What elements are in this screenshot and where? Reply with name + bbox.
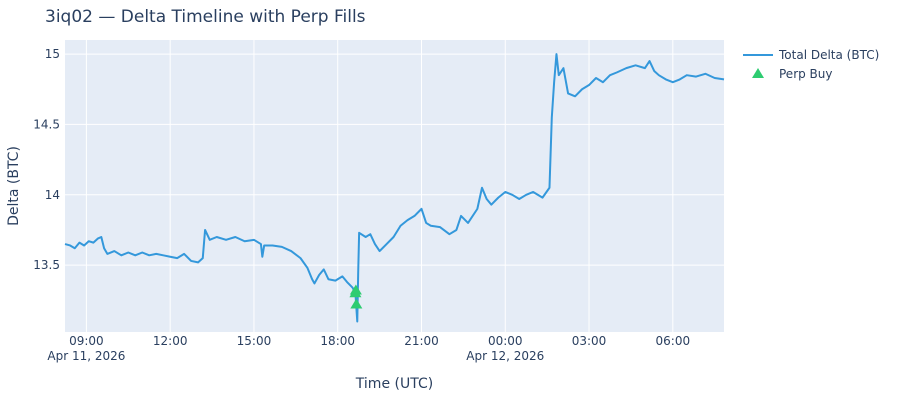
x-tick-label: 00:00 bbox=[488, 334, 523, 348]
y-tick-label: 13.5 bbox=[33, 258, 60, 272]
grid bbox=[65, 40, 724, 332]
y-tick-label: 14.5 bbox=[33, 117, 60, 131]
perp-buy-marker bbox=[349, 284, 362, 295]
plot-area bbox=[65, 40, 724, 332]
x-tick-sublabel: Apr 12, 2026 bbox=[466, 349, 544, 363]
x-axis-label: Time (UTC) bbox=[355, 376, 433, 392]
legend-item-perp-buy[interactable]: Perp Buy bbox=[752, 67, 833, 81]
y-axis-label: Delta (BTC) bbox=[6, 146, 22, 226]
total-delta-series bbox=[64, 53, 725, 323]
y-tick-label: 14 bbox=[45, 188, 60, 202]
legend-label: Total Delta (BTC) bbox=[778, 48, 879, 62]
perp-buy-marker bbox=[350, 298, 363, 309]
y-axis: 13.5 14 14.5 15 bbox=[33, 47, 60, 272]
x-tick-label: 06:00 bbox=[656, 334, 691, 348]
legend-triangle-swatch bbox=[752, 68, 764, 78]
x-tick-label: 18:00 bbox=[320, 334, 355, 348]
x-tick-label: 03:00 bbox=[572, 334, 607, 348]
series-layer bbox=[64, 53, 725, 323]
x-tick-label: 09:00 bbox=[69, 334, 104, 348]
legend-item-total-delta[interactable]: Total Delta (BTC) bbox=[743, 48, 879, 62]
x-tick-sublabel: Apr 11, 2026 bbox=[47, 349, 125, 363]
legend-label: Perp Buy bbox=[779, 67, 833, 81]
y-tick-label: 15 bbox=[45, 47, 60, 61]
x-tick-label: 12:00 bbox=[153, 334, 188, 348]
perp-buy-series bbox=[349, 284, 363, 309]
legend[interactable]: Total Delta (BTC) Perp Buy bbox=[743, 48, 879, 81]
chart-title: 3iq02 — Delta Timeline with Perp Fills bbox=[45, 7, 366, 27]
total-delta-line bbox=[64, 53, 725, 323]
x-tick-label: 21:00 bbox=[404, 334, 439, 348]
x-tick-label: 15:00 bbox=[237, 334, 272, 348]
